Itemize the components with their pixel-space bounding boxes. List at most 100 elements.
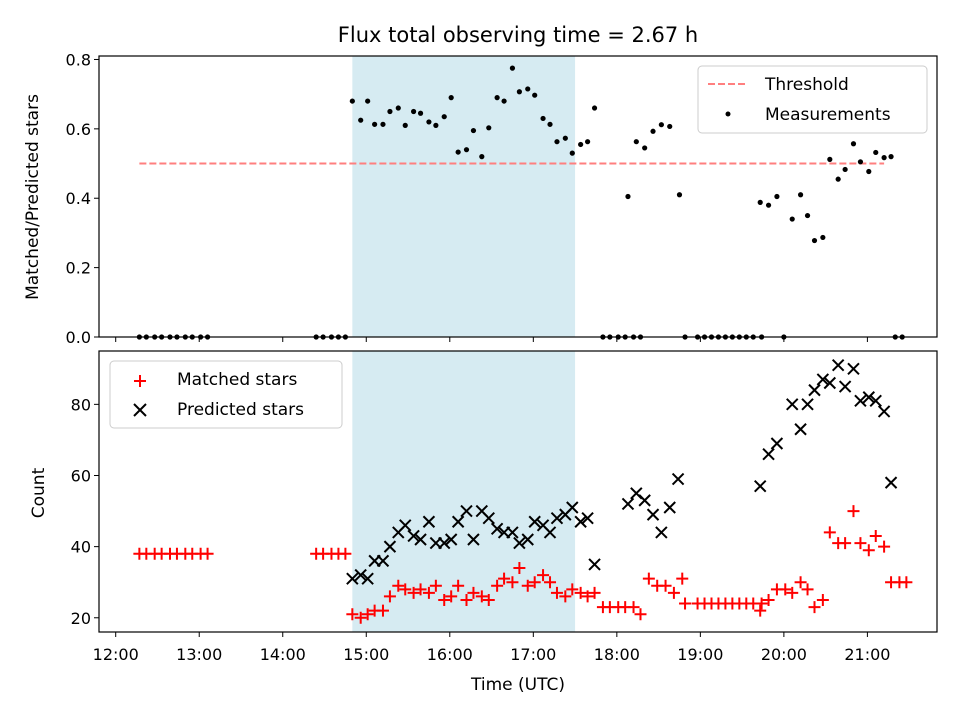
- matched-stars-point: [794, 576, 807, 589]
- top-plot-marks: [136, 65, 905, 340]
- y-tick-label: 0.0: [66, 328, 91, 347]
- measurement-point: [625, 193, 631, 200]
- top-axes-frame: [98, 55, 938, 338]
- x-tick-label: 13:00: [176, 645, 222, 664]
- predicted-stars-point: [550, 511, 564, 525]
- top-observing-span: [352, 56, 576, 337]
- matched-stars-point: [627, 601, 640, 614]
- predicted-stars-point: [854, 394, 867, 408]
- matched-stars-point: [346, 608, 359, 621]
- matched-stars-point: [667, 586, 680, 599]
- matched-stars-point: [550, 586, 563, 599]
- x-tick-label: 18:00: [594, 645, 640, 664]
- chart-title: Flux total observing time = 2.67 h: [338, 23, 698, 47]
- matched-stars-point: [354, 611, 367, 624]
- threshold-legend-label: Threshold: [764, 75, 849, 95]
- matched-stars-point: [467, 586, 480, 599]
- measurement-point: [667, 123, 673, 130]
- predicted-stars-point: [506, 526, 519, 539]
- matched-stars-point: [498, 572, 511, 585]
- predicted-stars-point: [762, 447, 775, 461]
- predicted-stars-point: [663, 501, 676, 514]
- matched-stars-point: [801, 583, 814, 596]
- matched-legend-swatch: [134, 375, 146, 387]
- measurement-point: [463, 147, 470, 153]
- measurement-point: [585, 139, 591, 145]
- measurement-point: [881, 155, 887, 161]
- measurement-point: [532, 92, 538, 98]
- bottom-y-ticks: 20 40 60 80: [71, 395, 99, 628]
- matched-stars-point: [537, 569, 550, 582]
- predicted-stars-point: [869, 394, 882, 408]
- predicted-stars-point: [361, 572, 374, 585]
- measurement-point: [349, 98, 355, 104]
- measurement-point: [516, 89, 522, 95]
- predicted-stars-point: [482, 511, 495, 525]
- matched-stars-point: [513, 561, 526, 574]
- predicted-stars-point: [831, 359, 845, 372]
- matched-stars-point: [491, 579, 504, 592]
- matched-stars-point: [566, 583, 579, 596]
- matched-stars-point: [392, 579, 405, 592]
- measurement-point: [827, 156, 833, 162]
- y-tick-label: 40: [71, 538, 91, 557]
- predicted-stars-point: [490, 522, 504, 536]
- measurement-point: [479, 154, 485, 160]
- predicted-stars-point: [638, 494, 651, 507]
- measurement-point: [591, 105, 598, 111]
- matched-stars-point: [847, 505, 860, 518]
- predicted-stars-point: [588, 558, 601, 571]
- predicted-stars-point: [621, 497, 635, 511]
- matched-stars-point: [521, 579, 534, 592]
- matched-stars-point: [475, 590, 488, 603]
- matched-stars-point: [460, 593, 473, 606]
- measurement-point: [578, 141, 584, 148]
- measurement-point: [494, 95, 500, 101]
- measurement-point: [757, 199, 763, 205]
- predicted-stars-point: [438, 536, 451, 550]
- matched-stars-point: [779, 583, 792, 596]
- matched-stars-point: [816, 593, 829, 606]
- measurement-point: [842, 166, 848, 173]
- predicted-stars-point: [816, 373, 830, 386]
- matched-stars-point: [528, 576, 541, 589]
- predicted-stars-point: [655, 526, 668, 539]
- predicted-stars-point: [543, 526, 557, 539]
- predicted-stars-point: [671, 472, 685, 486]
- top-legend: Threshold Measurements: [697, 65, 928, 134]
- predicted-stars-point: [566, 501, 579, 514]
- matched-stars-point: [445, 590, 458, 603]
- measurement-point: [676, 192, 683, 198]
- matched-stars-point: [399, 583, 412, 596]
- measurement-point: [410, 108, 417, 115]
- measurement-point: [873, 149, 879, 156]
- matched-stars-point: [429, 579, 442, 592]
- matched-stars-point: [754, 604, 767, 617]
- measurement-point: [857, 159, 864, 165]
- top-y-ticks: 0.0 0.2 0.4 0.6 0.8: [66, 50, 99, 347]
- predicted-legend-swatch: [133, 403, 147, 417]
- predicted-stars-point: [808, 383, 821, 397]
- measurement-point: [525, 86, 531, 92]
- matched-stars-point: [361, 608, 374, 621]
- predicted-legend-label: Predicted stars: [177, 400, 304, 420]
- y-tick-label: 0.2: [66, 259, 91, 278]
- measurement-point: [365, 98, 371, 104]
- y-tick-label: 0.8: [66, 50, 91, 69]
- matched-stars-point: [559, 590, 572, 603]
- measurement-point: [486, 125, 492, 131]
- matched-stars-point: [823, 526, 836, 539]
- measurement-point: [387, 108, 393, 115]
- matched-stars-point: [581, 590, 594, 603]
- measurements-legend-label: Measurements: [765, 105, 891, 125]
- matched-stars-point: [452, 579, 465, 592]
- top-legend-box: [697, 65, 928, 134]
- measurement-point: [811, 237, 818, 244]
- predicted-stars-point: [877, 405, 891, 418]
- predicted-stars-point: [770, 437, 784, 450]
- measurement-point: [866, 168, 872, 175]
- predicted-stars-point: [581, 511, 594, 525]
- measurement-point: [547, 121, 553, 127]
- matched-stars-point: [339, 547, 352, 560]
- measurement-point: [395, 105, 401, 111]
